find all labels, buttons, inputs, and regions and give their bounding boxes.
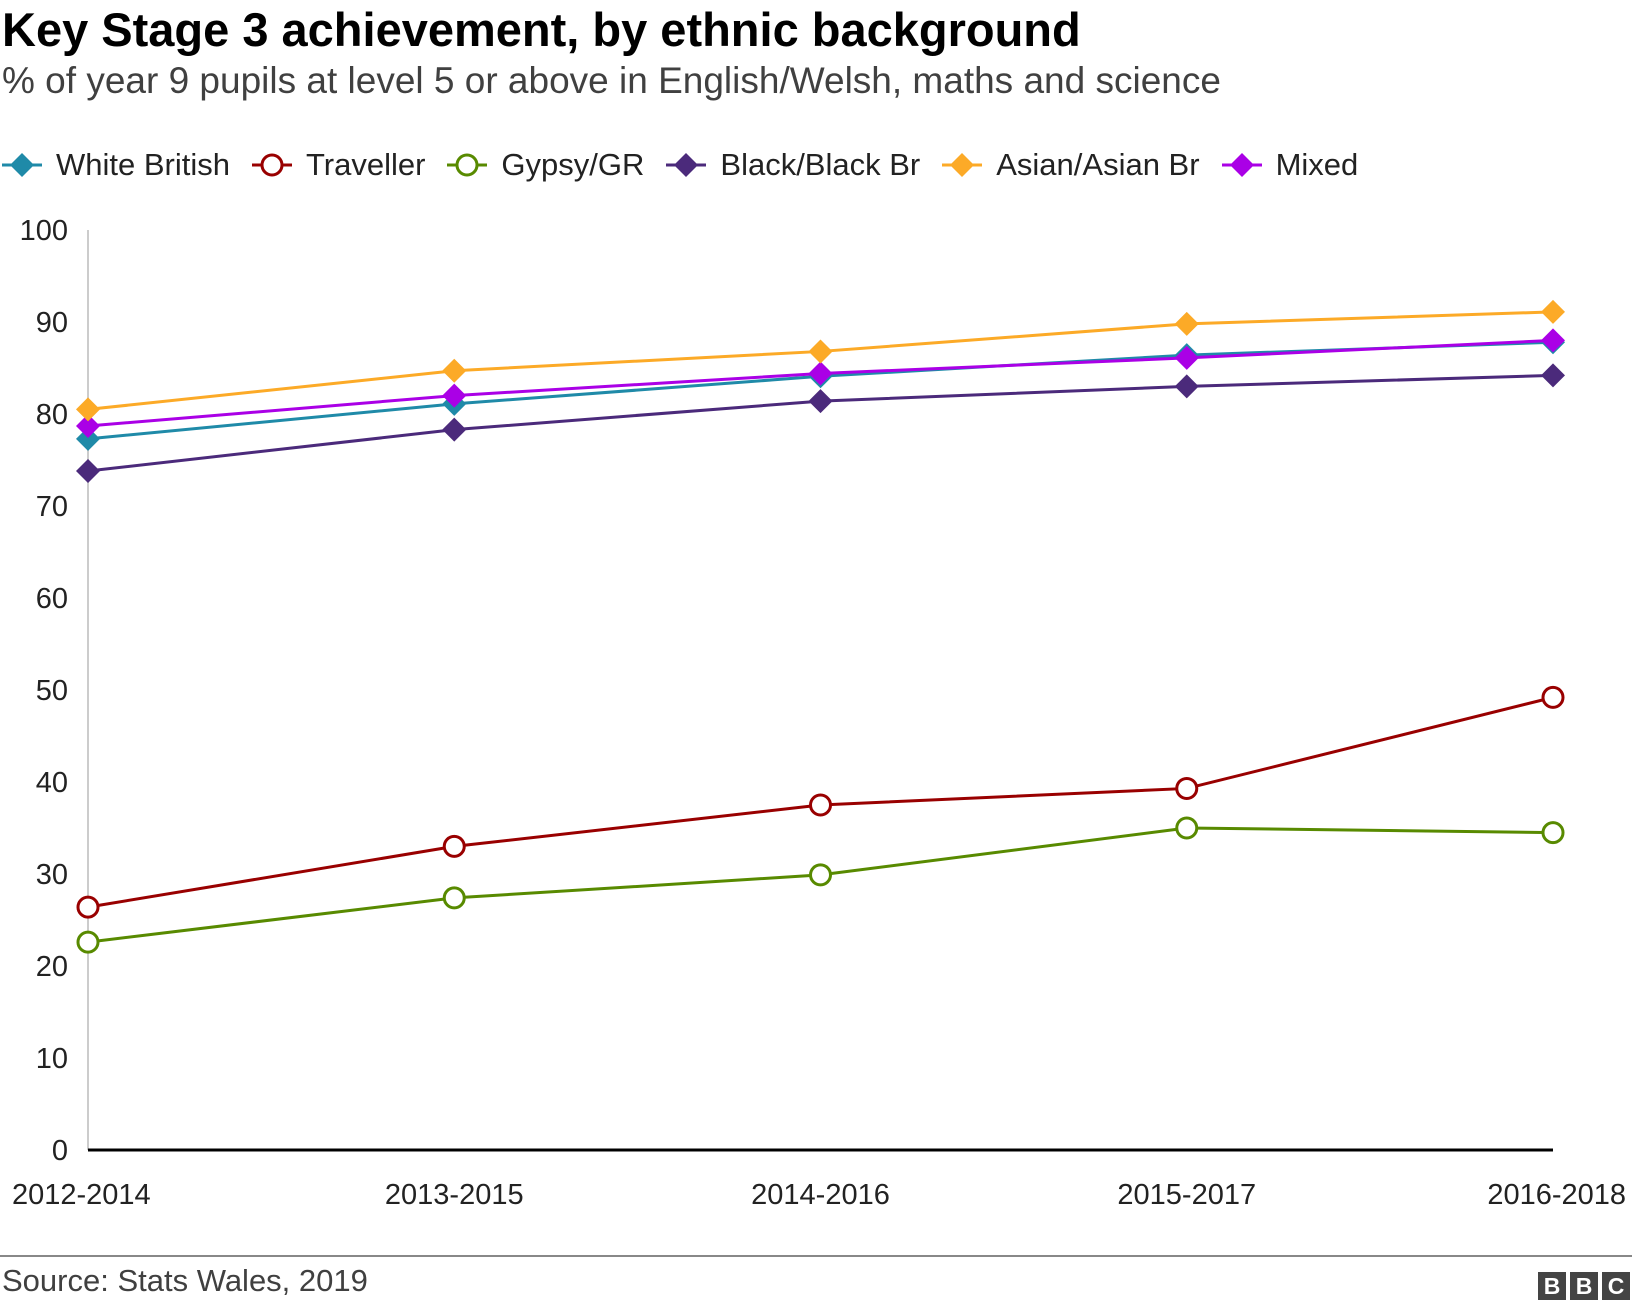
data-point-traveller: [809, 793, 832, 817]
y-tick-label: 100: [20, 215, 68, 247]
series-gypsy-gr: [76, 816, 1565, 954]
legend-item-black-black-br: Black/Black Br: [664, 147, 920, 183]
x-tick-label: 2016-2018: [1487, 1179, 1626, 1211]
legend-swatch-icon: [942, 153, 983, 177]
y-tick-label: 90: [36, 307, 68, 339]
chart-title: Key Stage 3 achievement, by ethnic backg…: [2, 3, 1081, 56]
series-mixed: [76, 328, 1565, 438]
legend-label: White British: [56, 147, 230, 182]
data-point-traveller: [1541, 685, 1565, 709]
data-point-black-black-br: [1541, 363, 1565, 388]
data-point-white-british: [76, 426, 100, 451]
legend-swatch-icon: [666, 153, 707, 177]
legend-marker: [1229, 153, 1254, 177]
legend-label: Asian/Asian Br: [996, 147, 1200, 182]
data-point-black-black-br: [808, 389, 833, 414]
legend-label: Black/Black Br: [720, 147, 921, 182]
footer-divider: [0, 1255, 1632, 1257]
legend-label: Traveller: [305, 147, 426, 182]
series-traveller: [76, 685, 1565, 919]
legend-label: Gypsy/GR: [501, 147, 645, 182]
y-tick-label: 30: [36, 859, 68, 891]
line-chart: 0 10 20 30 40 50 60 70 80 90 100 2012-2014 2013-2015…: [12, 215, 1626, 1211]
legend-marker: [674, 153, 699, 177]
data-point-mixed: [808, 361, 833, 386]
data-point-mixed: [1174, 345, 1199, 370]
data-point-asian-asian-br: [76, 397, 100, 422]
legend-swatch-icon: [2, 153, 42, 177]
data-point-asian-asian-br: [808, 339, 833, 364]
data-point-mixed: [76, 413, 100, 438]
data-point-gypsy-gr: [76, 930, 100, 954]
data-point-mixed: [1541, 328, 1565, 353]
data-point-traveller: [76, 895, 100, 919]
legend-item-traveller: Traveller: [250, 147, 425, 183]
data-point-asian-asian-br: [1541, 299, 1565, 324]
bbc-logo-letter: C: [1602, 1272, 1630, 1300]
data-point-asian-asian-br: [442, 358, 467, 383]
y-tick-label: 50: [36, 675, 68, 707]
series-layer: [76, 299, 1565, 954]
legend-swatch-icon: [447, 153, 488, 177]
data-point-mixed: [442, 383, 467, 408]
data-point-black-black-br: [442, 417, 467, 442]
data-point-gypsy-gr: [442, 886, 466, 910]
legend-item-white-british: White British: [0, 147, 230, 183]
legend-swatch-icon: [1221, 153, 1262, 177]
data-point-gypsy-gr: [809, 863, 832, 887]
y-tick-label: 10: [36, 1043, 68, 1075]
data-point-gypsy-gr: [1175, 816, 1199, 840]
bbc-logo: B B C: [1538, 1272, 1630, 1300]
tick-layer: 0 10 20 30 40 50 60 70 80 90 100 2012-2014 2013-2015…: [12, 215, 1626, 1211]
legend: White British Traveller Gypsy/GR Black/Blac…: [0, 140, 1378, 190]
legend-swatch-icon: [251, 153, 292, 177]
legend-item-mixed: Mixed: [1220, 147, 1359, 183]
bbc-logo-letter: B: [1538, 1272, 1566, 1300]
legend-marker: [950, 153, 975, 177]
bbc-logo-letter: B: [1570, 1272, 1598, 1300]
chart-subtitle: % of year 9 pupils at level 5 or above i…: [2, 60, 1221, 101]
legend-marker: [260, 153, 284, 177]
x-tick-label: 2015-2017: [1117, 1179, 1256, 1211]
y-tick-label: 40: [36, 767, 68, 799]
data-point-black-black-br: [1174, 374, 1199, 399]
x-tick-label: 2012-2014: [12, 1179, 151, 1211]
legend-marker: [455, 153, 479, 177]
x-tick-label: 2014-2016: [751, 1179, 890, 1211]
data-point-black-black-br: [76, 459, 100, 484]
y-tick-label: 80: [36, 399, 68, 431]
x-tick-label: 2013-2015: [385, 1179, 524, 1211]
series-asian-asian-br: [76, 299, 1565, 422]
data-point-asian-asian-br: [1174, 311, 1199, 336]
y-tick-label: 70: [36, 491, 68, 523]
data-point-traveller: [1175, 776, 1199, 800]
y-tick-label: 20: [36, 951, 68, 983]
legend-label: Mixed: [1275, 147, 1359, 182]
legend-item-gypsy-gr: Gypsy/GR: [445, 147, 644, 183]
legend-item-asian-asian-br: Asian/Asian Br: [940, 147, 1200, 183]
y-tick-label: 60: [36, 583, 68, 615]
data-point-gypsy-gr: [1541, 821, 1565, 845]
axes: [87, 230, 1553, 1152]
source-note: Source: Stats Wales, 2019: [2, 1263, 368, 1298]
data-point-traveller: [442, 834, 466, 858]
legend-marker: [10, 153, 34, 177]
y-tick-label: 0: [52, 1135, 68, 1167]
series-black-black-br: [76, 363, 1565, 484]
